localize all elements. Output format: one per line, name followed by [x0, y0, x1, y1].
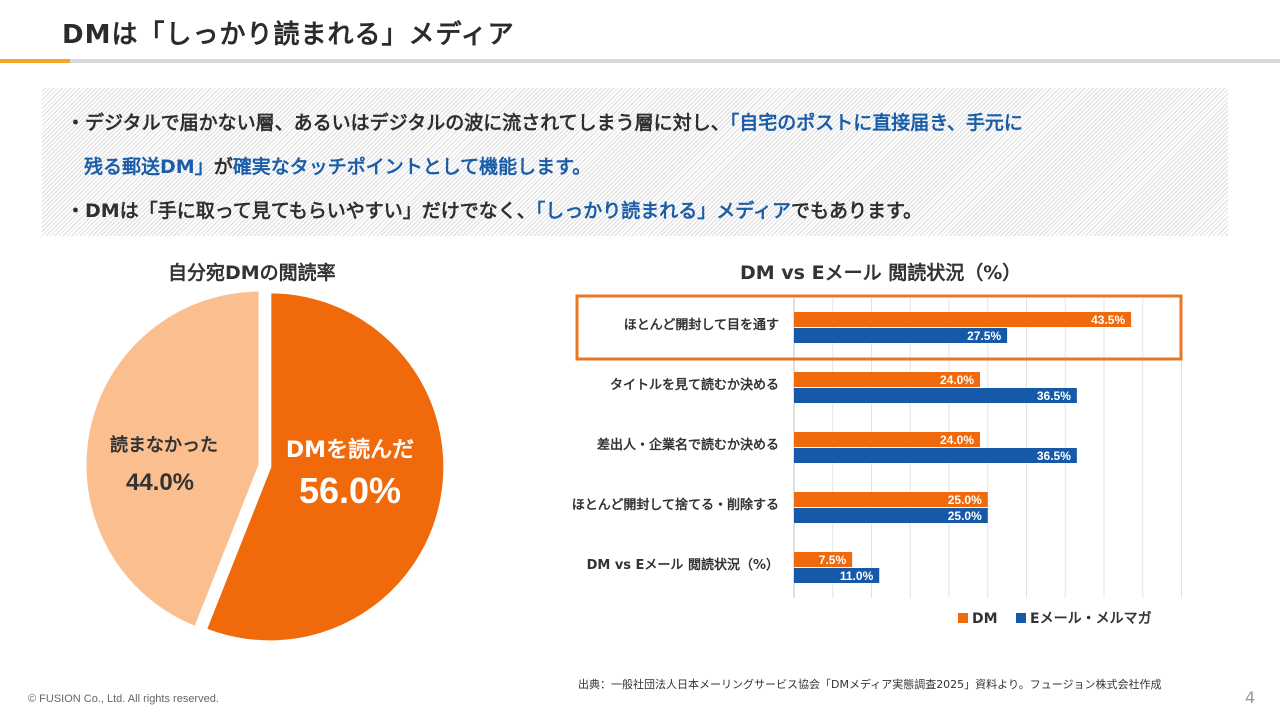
pie-value-not-read: 44.0%	[126, 469, 194, 496]
highlight-box	[575, 294, 1183, 361]
bar-dm	[794, 312, 1132, 327]
summary-box	[42, 88, 1228, 236]
category-label: DM vs Eメール 閲読状況（%）	[587, 557, 779, 573]
page-number: 4	[1245, 688, 1256, 707]
summary-line-2: 残る郵送DM」が確実なタッチポイントとして機能します。	[84, 152, 591, 179]
category-label: ほとんど開封して捨てる・削除する	[572, 497, 779, 513]
summary-text: が	[213, 156, 233, 178]
bar-dm	[794, 552, 853, 567]
pie-label-not-read: 読まなかった	[110, 434, 218, 456]
category-label: 差出人・企業名で読むか決める	[597, 437, 779, 453]
title-accent-bar	[0, 59, 70, 63]
data-label-email: 36.5%	[1037, 389, 1071, 403]
copyright: © FUSION Co., Ltd. All rights reserved.	[28, 693, 219, 705]
pie-value-dm-read: 56.0%	[299, 470, 401, 511]
title-underline	[0, 59, 1280, 63]
bullet: ・	[66, 112, 86, 134]
category-label: タイトルを見て読むか決める	[610, 377, 779, 393]
bar-email	[794, 568, 880, 583]
summary-highlight: 「しっかり読まれる」メディア	[535, 200, 791, 222]
legend-label-email: Eメール・メルマガ	[1030, 611, 1152, 627]
data-label-email: 27.5%	[967, 329, 1001, 343]
pie-label-dm-read: DMを読んだ	[286, 437, 414, 463]
legend-swatch-email	[1016, 613, 1026, 623]
data-label-dm: 43.5%	[1091, 313, 1125, 327]
pie-slice-not-read	[83, 288, 262, 630]
data-label-email: 11.0%	[840, 569, 874, 583]
bar-email	[794, 508, 988, 523]
source-note: 出典：一般社団法人日本メーリングサービス協会「DMメディア実態調査2025」資料…	[578, 678, 1162, 691]
bullet: ・	[66, 200, 86, 222]
page-title: DMは「しっかり読まれる」メディア	[62, 20, 515, 50]
summary-text: DMは「手に取って見てもらいやすい」だけでなく、	[85, 200, 536, 222]
legend-label-dm: DM	[972, 611, 998, 627]
data-label-email: 36.5%	[1037, 449, 1071, 463]
bar-dm	[794, 372, 980, 387]
bar-email	[794, 388, 1077, 403]
summary-text: でもあります。	[790, 200, 923, 222]
summary-text: デジタルで届かない層、あるいはデジタルの波に流されてしまう層に対し、	[85, 112, 730, 134]
summary-line-1: ・デジタルで届かない層、あるいはデジタルの波に流されてしまう層に対し、「自宅のポ…	[66, 108, 1023, 135]
data-label-dm: 7.5%	[819, 553, 847, 567]
bar-dm	[794, 432, 980, 447]
pie-chart: DMを読んだ 56.0% 読まなかった 44.0%	[83, 288, 447, 644]
summary-highlight: 確実なタッチポイントとして機能します。	[232, 156, 592, 178]
data-label-dm: 24.0%	[940, 433, 974, 447]
bar-email	[794, 328, 1008, 343]
legend-swatch-dm	[958, 613, 968, 623]
bar-dm	[794, 492, 988, 507]
pie-slice-dm-read	[203, 290, 447, 644]
bar-email	[794, 448, 1077, 463]
pie-chart-title: 自分宛DMの閲読率	[168, 262, 336, 284]
data-label-email: 25.0%	[948, 509, 982, 523]
bar-chart-title: DM vs Eメール 閲読状況（%）	[740, 262, 1022, 284]
summary-highlight: 「自宅のポストに直接届き、手元に	[729, 112, 1023, 134]
summary-line-3: ・DMは「手に取って見てもらいやすい」だけでなく、「しっかり読まれる」メディアで…	[66, 196, 922, 223]
category-label: ほとんど開封して目を通す	[624, 317, 779, 333]
summary-highlight: 残る郵送DM」	[84, 156, 214, 178]
data-label-dm: 25.0%	[948, 493, 982, 507]
data-label-dm: 24.0%	[940, 373, 974, 387]
bar-chart: ほとんど開封して目を通す 43.5% 27.5% タイトルを見て読むか決める 24.0%…	[572, 294, 1183, 627]
